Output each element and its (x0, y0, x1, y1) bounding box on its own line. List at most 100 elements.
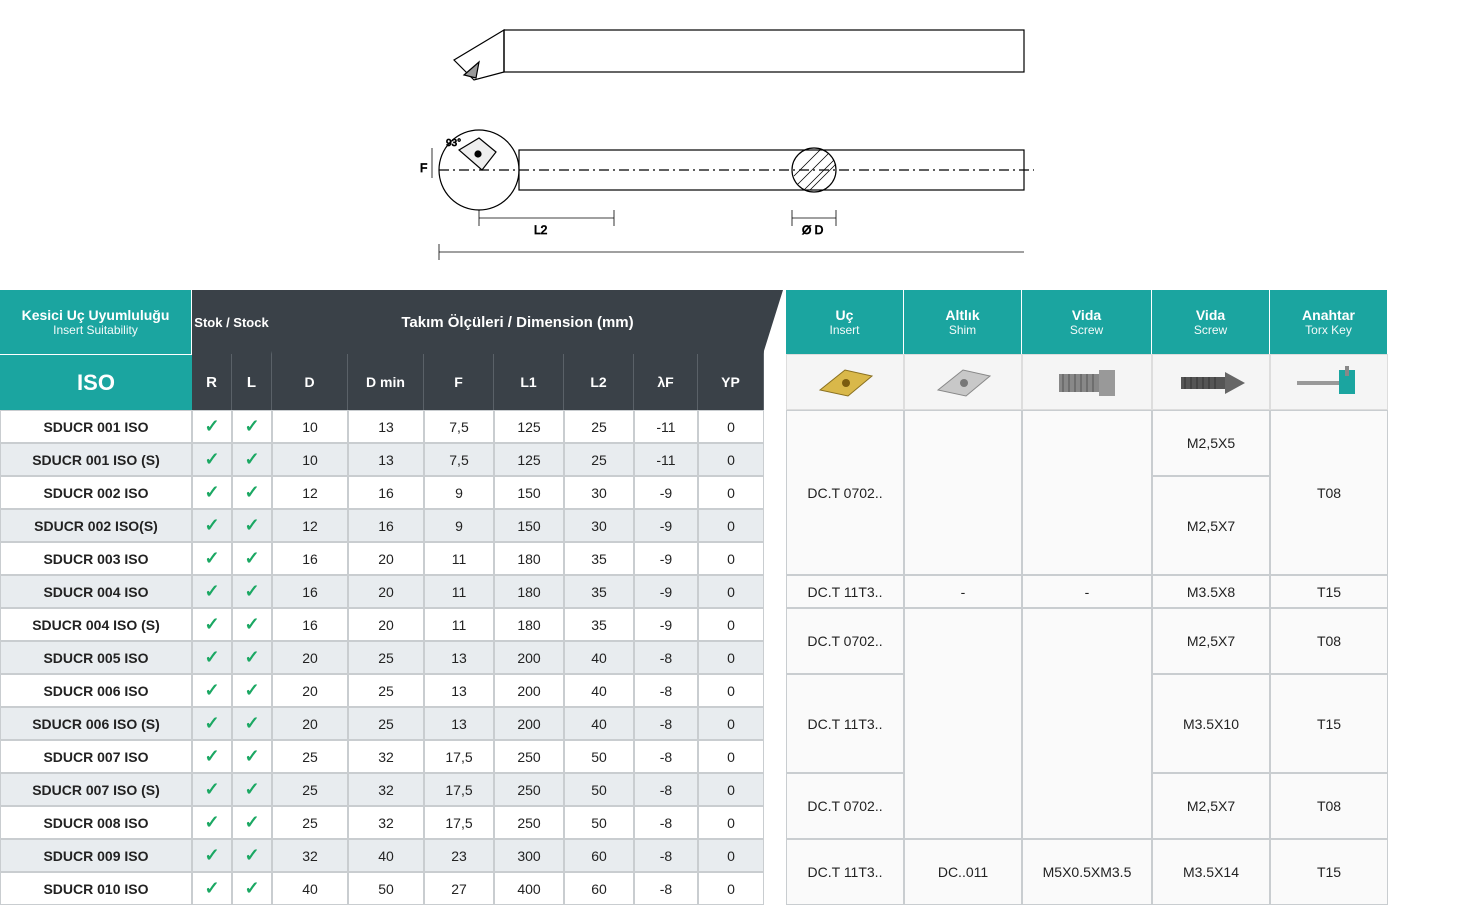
cell-dmin: 32 (348, 740, 424, 773)
dim-d: Ø D (802, 223, 824, 237)
header-row2: ISO R L D D min F L1 L2 λF YP (0, 354, 1467, 410)
hdr-L1: L1 (494, 354, 564, 410)
cell-f: 27 (424, 872, 494, 905)
dim-l2: L2 (534, 223, 548, 237)
cell-dmin: 13 (348, 443, 424, 476)
cell-l2: 35 (564, 575, 634, 608)
merge-screw2: M2,5X7 (1152, 476, 1270, 575)
cell-l2: 50 (564, 740, 634, 773)
merge-screw1: M5X0.5XM3.5 (1022, 839, 1152, 905)
cell-f: 9 (424, 476, 494, 509)
diagram-svg: F 93° L2 Ø D L1 (384, 20, 1084, 270)
table-row: SDUCR 004 ISO✓✓16201118035-90 (0, 575, 764, 608)
cell-l: ✓ (232, 443, 272, 476)
hdr-lF: λF (634, 354, 698, 410)
cell-dmin: 32 (348, 773, 424, 806)
cell-yp: 0 (698, 707, 764, 740)
cell-lf: -8 (634, 641, 698, 674)
cell-lf: -9 (634, 575, 698, 608)
cell-l: ✓ (232, 740, 272, 773)
cell-l: ✓ (232, 707, 272, 740)
cell-d: 16 (272, 608, 348, 641)
cell-dmin: 16 (348, 509, 424, 542)
dim-angle: 93° (446, 138, 461, 149)
cell-l: ✓ (232, 674, 272, 707)
cell-l: ✓ (232, 839, 272, 872)
table-row: SDUCR 004 ISO (S)✓✓16201118035-90 (0, 608, 764, 641)
cell-r: ✓ (192, 872, 232, 905)
cell-lf: -9 (634, 608, 698, 641)
cell-l1: 250 (494, 806, 564, 839)
cell-dmin: 25 (348, 674, 424, 707)
cell-name: SDUCR 001 ISO (S) (0, 443, 192, 476)
merge-key: T15 (1270, 674, 1388, 773)
cell-l1: 300 (494, 839, 564, 872)
cell-f: 17,5 (424, 740, 494, 773)
cell-l2: 60 (564, 872, 634, 905)
img-screw2 (1152, 354, 1270, 410)
cell-l1: 125 (494, 443, 564, 476)
cell-r: ✓ (192, 707, 232, 740)
cell-d: 16 (272, 542, 348, 575)
cell-d: 16 (272, 575, 348, 608)
table-row: SDUCR 001 ISO (S)✓✓10137,512525-110 (0, 443, 764, 476)
cell-l: ✓ (232, 542, 272, 575)
table-row: SDUCR 009 ISO✓✓32402330060-80 (0, 839, 764, 872)
merge-key: T08 (1270, 410, 1388, 575)
hdr-screw2: VidaScrew (1152, 290, 1270, 354)
cell-d: 20 (272, 707, 348, 740)
merge-shim (904, 410, 1022, 575)
cell-l2: 25 (564, 410, 634, 443)
cell-r: ✓ (192, 410, 232, 443)
cell-name: SDUCR 003 ISO (0, 542, 192, 575)
merge-insert: DC.T 11T3.. (786, 674, 904, 773)
cell-lf: -8 (634, 806, 698, 839)
cell-l1: 400 (494, 872, 564, 905)
table-body-wrap: SDUCR 001 ISO✓✓10137,512525-110SDUCR 001… (0, 410, 1467, 905)
cell-f: 23 (424, 839, 494, 872)
hdr-insert: UçInsert (786, 290, 904, 354)
merge-screw2: M2,5X7 (1152, 608, 1270, 674)
header-row1: Kesici Uç Uyumluluğu Insert Suitability … (0, 290, 1467, 354)
cell-dmin: 25 (348, 641, 424, 674)
merge-screw2: M2,5X5 (1152, 410, 1270, 476)
cell-lf: -8 (634, 674, 698, 707)
cell-d: 20 (272, 641, 348, 674)
dim-f: F (420, 161, 427, 175)
cell-yp: 0 (698, 740, 764, 773)
cell-l: ✓ (232, 575, 272, 608)
cell-l2: 40 (564, 707, 634, 740)
cell-f: 11 (424, 575, 494, 608)
cell-d: 25 (272, 773, 348, 806)
cell-l: ✓ (232, 641, 272, 674)
hdr-Dmin: D min (348, 354, 424, 410)
cell-l2: 25 (564, 443, 634, 476)
spec-table: Kesici Uç Uyumluluğu Insert Suitability … (0, 290, 1467, 905)
cell-l1: 250 (494, 740, 564, 773)
merge-insert: DC.T 11T3.. (786, 839, 904, 905)
cell-dmin: 20 (348, 575, 424, 608)
cell-l: ✓ (232, 773, 272, 806)
merge-area: DC.T 0702..DC.T 11T3..DC.T 0702..DC.T 11… (786, 410, 1388, 905)
cell-dmin: 25 (348, 707, 424, 740)
cell-l1: 125 (494, 410, 564, 443)
table-row: SDUCR 010 ISO✓✓40502740060-80 (0, 872, 764, 905)
cell-lf: -11 (634, 443, 698, 476)
table-row: SDUCR 008 ISO✓✓253217,525050-80 (0, 806, 764, 839)
cell-f: 17,5 (424, 806, 494, 839)
cell-d: 25 (272, 806, 348, 839)
cell-name: SDUCR 006 ISO (S) (0, 707, 192, 740)
merge-screw2: M3.5X10 (1152, 674, 1270, 773)
cell-r: ✓ (192, 674, 232, 707)
cell-r: ✓ (192, 839, 232, 872)
hdr-insert-suit: Kesici Uç Uyumluluğu Insert Suitability (0, 290, 192, 354)
cell-l: ✓ (232, 476, 272, 509)
cell-d: 20 (272, 674, 348, 707)
img-shim (904, 354, 1022, 410)
cell-name: SDUCR 002 ISO (0, 476, 192, 509)
cell-f: 17,5 (424, 773, 494, 806)
cell-yp: 0 (698, 641, 764, 674)
cell-lf: -8 (634, 839, 698, 872)
cell-r: ✓ (192, 443, 232, 476)
cell-l1: 180 (494, 542, 564, 575)
